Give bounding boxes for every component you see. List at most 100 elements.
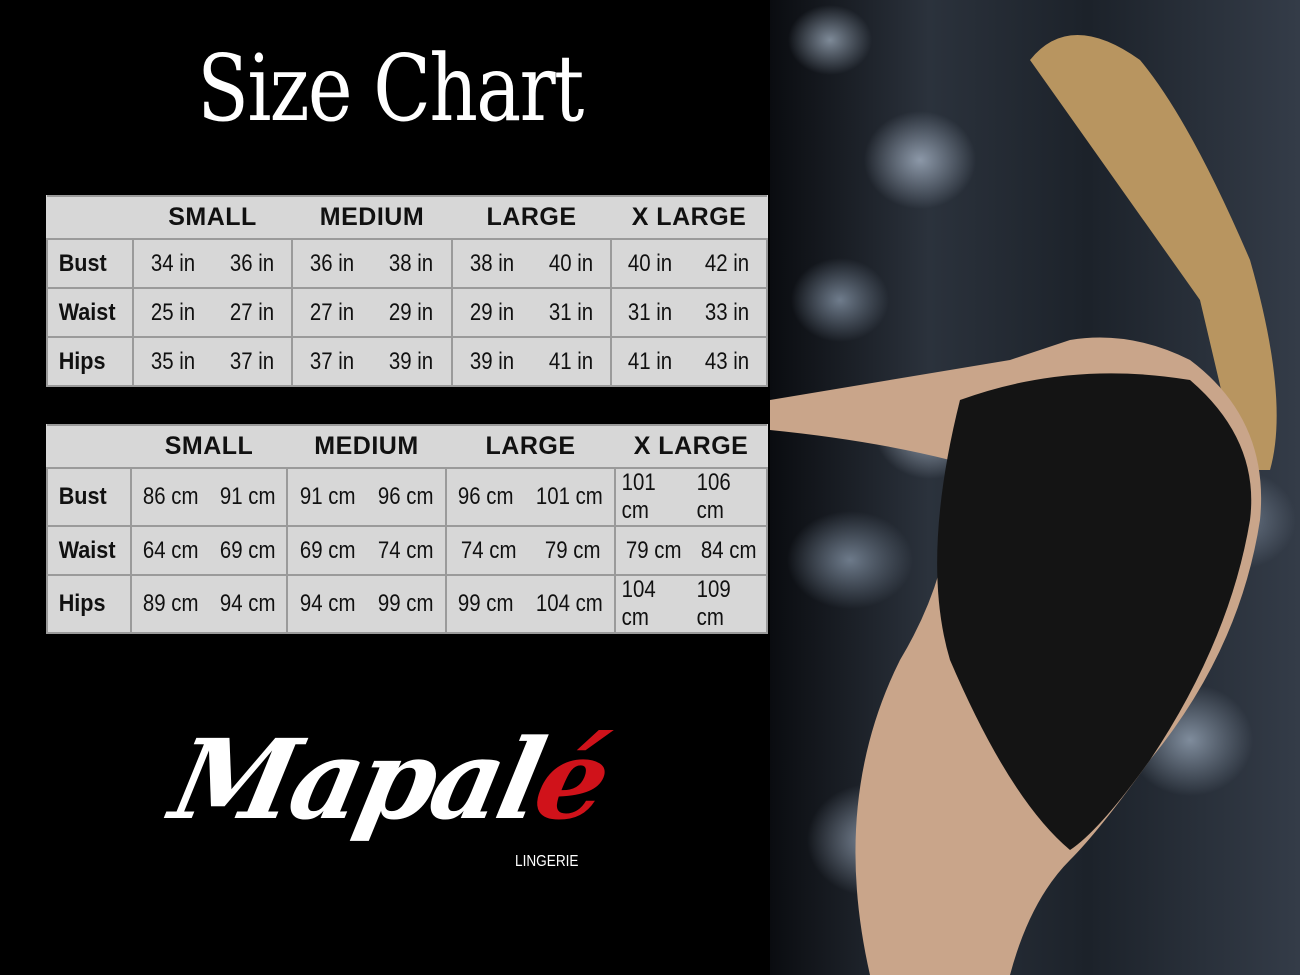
range: 64 cm 69 cm xyxy=(132,537,286,565)
range: 91 cm 96 cm xyxy=(288,483,445,511)
range: 41 in 43 in xyxy=(612,348,766,376)
range: 37 in 39 in xyxy=(293,348,451,376)
range: 38 in 40 in xyxy=(453,250,610,278)
min-value: 101 cm xyxy=(621,469,656,524)
size-cell: 91 cm 96 cm xyxy=(286,467,447,527)
min-value: 86 cm xyxy=(142,483,199,510)
size-cell: 79 cm 84 cm xyxy=(614,525,768,576)
size-cell: 36 in 38 in xyxy=(291,238,453,289)
max-value: 79 cm xyxy=(544,536,601,564)
min-value: 104 cm xyxy=(621,576,656,631)
size-header: LARGE xyxy=(452,195,611,240)
size-cell: 96 cm 101 cm xyxy=(445,467,616,527)
table-row: Waist 25 in 27 in 27 in 29 in 29 in 31 in 31 in… xyxy=(46,287,768,338)
max-value: 39 in xyxy=(389,347,434,375)
range: 34 in 36 in xyxy=(134,250,291,278)
min-value: 35 in xyxy=(151,347,196,375)
min-value: 64 cm xyxy=(142,536,199,564)
range: 101 cm 106 cm xyxy=(616,469,766,525)
min-value: 91 cm xyxy=(299,483,356,510)
header-empty-cell xyxy=(47,424,131,469)
size-cell: 99 cm 104 cm xyxy=(445,574,616,634)
table-row: Hips 89 cm 94 cm 94 cm 99 cm 99 cm 104 cm 104 c… xyxy=(46,574,768,634)
max-value: 31 in xyxy=(548,298,593,326)
size-cell: 94 cm 99 cm xyxy=(286,574,447,634)
row-label: Waist xyxy=(46,525,124,576)
size-cell: 86 cm 91 cm xyxy=(130,467,288,527)
header-empty-cell xyxy=(47,195,133,240)
max-value: 106 cm xyxy=(696,469,731,524)
max-value: 109 cm xyxy=(696,576,731,631)
min-value: 69 cm xyxy=(299,536,356,564)
min-value: 27 in xyxy=(310,298,355,326)
min-value: 31 in xyxy=(628,298,673,326)
size-cell: 31 in 33 in xyxy=(610,287,768,338)
page-title: Size Chart xyxy=(197,35,584,142)
model-silhouette xyxy=(770,35,1277,975)
size-header: MEDIUM xyxy=(292,195,452,240)
max-value: 27 in xyxy=(229,298,274,326)
header-row: SMALL MEDIUM LARGE X LARGE xyxy=(47,195,767,240)
min-value: 96 cm xyxy=(457,483,514,510)
range: 29 in 31 in xyxy=(453,299,610,327)
size-header: LARGE xyxy=(446,424,615,469)
min-value: 94 cm xyxy=(299,590,356,617)
size-cell: 38 in 40 in xyxy=(451,238,612,289)
range: 89 cm 94 cm xyxy=(132,590,286,618)
size-header: MEDIUM xyxy=(287,424,446,469)
min-value: 29 in xyxy=(470,298,515,326)
max-value: 42 in xyxy=(705,249,750,277)
max-value: 104 cm xyxy=(535,590,603,617)
max-value: 94 cm xyxy=(219,590,276,617)
min-value: 36 in xyxy=(310,249,355,277)
size-cell: 27 in 29 in xyxy=(291,287,453,338)
max-value: 84 cm xyxy=(700,536,757,564)
range: 74 cm 79 cm xyxy=(447,537,614,565)
size-cell: 37 in 39 in xyxy=(291,336,453,387)
range: 25 in 27 in xyxy=(134,299,291,327)
row-label: Bust xyxy=(46,238,126,289)
range: 31 in 33 in xyxy=(612,299,766,327)
max-value: 96 cm xyxy=(377,483,434,510)
row-label: Hips xyxy=(46,574,124,634)
range: 35 in 37 in xyxy=(134,348,291,376)
size-header: SMALL xyxy=(133,195,292,240)
min-value: 34 in xyxy=(151,249,196,277)
row-label: Waist xyxy=(46,287,126,338)
size-header: X LARGE xyxy=(611,195,767,240)
size-cell: 101 cm 106 cm xyxy=(614,467,768,527)
model-photo xyxy=(770,0,1300,975)
max-value: 101 cm xyxy=(535,483,603,510)
range: 27 in 29 in xyxy=(293,299,451,327)
size-cell: 39 in 41 in xyxy=(451,336,612,387)
min-value: 74 cm xyxy=(460,536,517,564)
max-value: 33 in xyxy=(705,298,750,326)
min-value: 79 cm xyxy=(625,536,682,564)
range: 39 in 41 in xyxy=(453,348,610,376)
max-value: 43 in xyxy=(705,347,750,375)
max-value: 36 in xyxy=(229,249,274,277)
min-value: 39 in xyxy=(470,347,515,375)
max-value: 74 cm xyxy=(377,536,434,564)
max-value: 91 cm xyxy=(219,483,276,510)
table-row: Hips 35 in 37 in 37 in 39 in 39 in 41 in 41 in 4… xyxy=(46,336,768,387)
brand-subtitle: LINGERIE xyxy=(515,853,579,870)
max-value: 29 in xyxy=(389,298,434,326)
max-value: 99 cm xyxy=(377,590,434,617)
range: 104 cm 109 cm xyxy=(616,576,766,632)
brand-logo: Mapalé xyxy=(161,715,617,844)
size-header: SMALL xyxy=(131,424,287,469)
min-value: 38 in xyxy=(470,249,515,277)
max-value: 38 in xyxy=(389,249,434,277)
header-row: SMALL MEDIUM LARGE X LARGE xyxy=(47,424,767,469)
size-cell: 40 in 42 in xyxy=(610,238,768,289)
max-value: 40 in xyxy=(548,249,593,277)
size-cell: 64 cm 69 cm xyxy=(130,525,288,576)
range: 99 cm 104 cm xyxy=(447,590,614,618)
range: 94 cm 99 cm xyxy=(288,590,445,618)
size-cell: 74 cm 79 cm xyxy=(445,525,616,576)
max-value: 69 cm xyxy=(219,536,276,564)
size-cell: 69 cm 74 cm xyxy=(286,525,447,576)
max-value: 37 in xyxy=(229,347,274,375)
table-row: Bust 34 in 36 in 36 in 38 in 38 in 40 in 40 in 4… xyxy=(46,238,768,289)
